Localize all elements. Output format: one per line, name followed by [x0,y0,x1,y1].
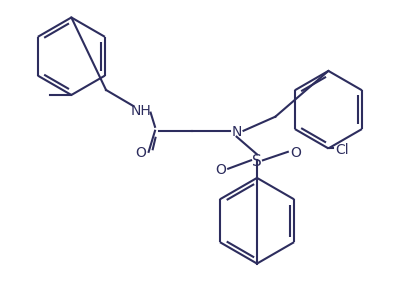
Text: NH: NH [130,104,151,118]
Text: Cl: Cl [335,143,349,157]
Text: O: O [290,146,301,160]
Text: O: O [135,146,146,160]
Text: N: N [232,125,242,139]
Text: O: O [215,163,226,177]
Text: S: S [252,154,262,169]
